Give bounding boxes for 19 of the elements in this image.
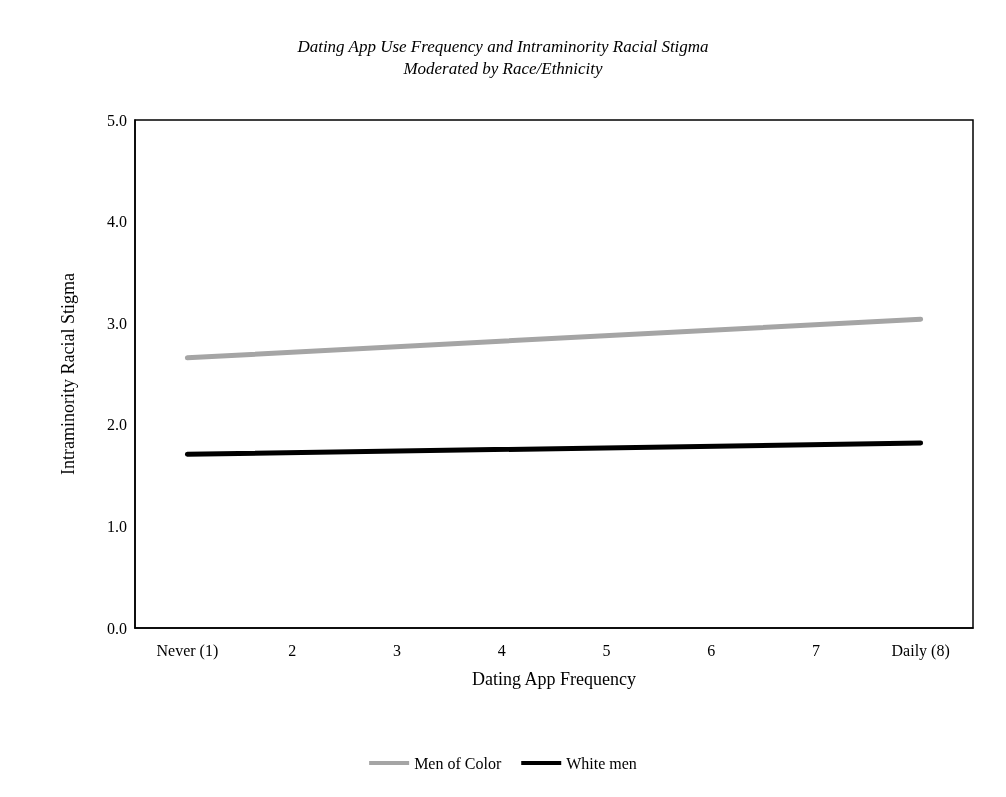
x-tick-label: 4 [497, 641, 506, 659]
x-tick-label: 7 [811, 641, 820, 659]
x-tick-label: 2 [288, 641, 297, 659]
x-tick-label: Never (1) [156, 641, 219, 660]
x-tick-label: 3 [392, 641, 401, 659]
y-tick-label: 2.0 [107, 416, 127, 434]
y-tick-label: 5.0 [107, 111, 127, 129]
y-axis-title: Intraminority Racial Stigma [58, 273, 78, 475]
y-tick-label: 3.0 [107, 314, 127, 332]
y-tick-label: 0.0 [107, 619, 127, 637]
chart-title: Dating App Use Frequency and Intraminority Racial Stigma Moderated by Race/Ethnicity [296, 36, 709, 78]
legend-label: Men of Color [414, 754, 502, 772]
x-tick-label: 6 [707, 641, 716, 659]
legend-label: White men [566, 754, 637, 772]
x-axis-title: Dating App Frequency [472, 669, 636, 689]
y-tick-label: 4.0 [107, 213, 127, 231]
x-tick-label: 5 [602, 641, 611, 659]
x-tick-label: Daily (8) [891, 641, 950, 660]
y-tick-label: 1.0 [107, 517, 127, 535]
